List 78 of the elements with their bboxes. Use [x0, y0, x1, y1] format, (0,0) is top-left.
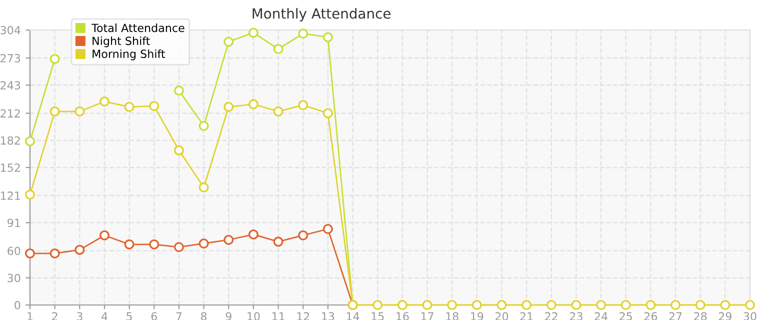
x-tick-label: 24: [594, 312, 608, 320]
x-tick-label: 2: [52, 312, 58, 320]
y-tick-label: 121: [0, 192, 20, 200]
point: [695, 300, 706, 310]
point: [298, 28, 308, 39]
point: [472, 300, 482, 310]
x-tick-label: 1: [28, 312, 33, 320]
x-tick-label: 11: [272, 312, 284, 320]
x-tick-label: 22: [545, 312, 558, 320]
point: [596, 300, 606, 310]
point: [322, 224, 333, 234]
y-tick-label: 152: [0, 163, 20, 172]
x-tick-label: 27: [669, 312, 682, 320]
x-tick-label: 12: [297, 312, 310, 320]
x-tick-label: 21: [520, 312, 533, 320]
point: [646, 300, 656, 310]
y-tick-label: 30: [8, 274, 20, 282]
y-tick-label: 243: [0, 81, 20, 90]
point: [149, 239, 160, 250]
point: [322, 108, 333, 118]
point: [74, 106, 85, 116]
point: [273, 106, 284, 116]
legend-label: Morning Shift: [92, 49, 166, 60]
point: [25, 190, 35, 200]
x-tick-label: 7: [176, 312, 182, 320]
point: [298, 230, 308, 240]
point: [522, 300, 532, 310]
point: [720, 300, 730, 310]
point: [224, 36, 234, 47]
y-tick-label: 91: [8, 218, 20, 228]
point: [248, 28, 258, 38]
point: [99, 96, 110, 106]
y-tick-label: 304: [0, 26, 20, 34]
point: [546, 300, 556, 310]
point: [124, 239, 134, 250]
point: [50, 54, 60, 64]
point: [273, 236, 284, 247]
point: [174, 242, 184, 252]
point: [224, 234, 234, 245]
chart-title: Monthly Attendance: [252, 8, 390, 22]
point: [447, 300, 458, 310]
point: [198, 238, 209, 248]
point: [198, 120, 209, 131]
point: [50, 106, 60, 116]
point: [273, 44, 284, 54]
point: [25, 248, 35, 258]
point: [571, 300, 582, 310]
point: [248, 229, 258, 240]
point: [322, 32, 333, 42]
point: [496, 300, 507, 310]
legend-label: Total Attendance: [92, 24, 184, 32]
x-tick-label: 17: [421, 312, 434, 320]
y-tick-label: 212: [0, 109, 20, 118]
point: [422, 300, 432, 310]
y-tick-label: 182: [0, 136, 20, 145]
point: [298, 100, 308, 110]
point: [124, 102, 134, 112]
x-tick-label: 4: [101, 312, 108, 320]
point: [745, 300, 755, 310]
point: [670, 300, 681, 310]
y-tick-label: 60: [8, 246, 20, 256]
point: [397, 300, 408, 310]
point: [224, 102, 234, 112]
y-tick-label: 273: [0, 54, 20, 62]
point: [99, 230, 110, 240]
point: [198, 182, 209, 192]
point: [248, 99, 258, 110]
legend-label: Night Shift: [92, 36, 150, 48]
point: [620, 300, 631, 310]
point: [174, 86, 184, 96]
point: [50, 248, 60, 258]
x-tick-label: 14: [346, 312, 360, 320]
point: [74, 244, 85, 255]
point: [25, 136, 35, 146]
point: [372, 300, 383, 310]
y-tick-label: 0: [14, 300, 20, 310]
point: [174, 145, 184, 156]
point: [149, 100, 160, 111]
